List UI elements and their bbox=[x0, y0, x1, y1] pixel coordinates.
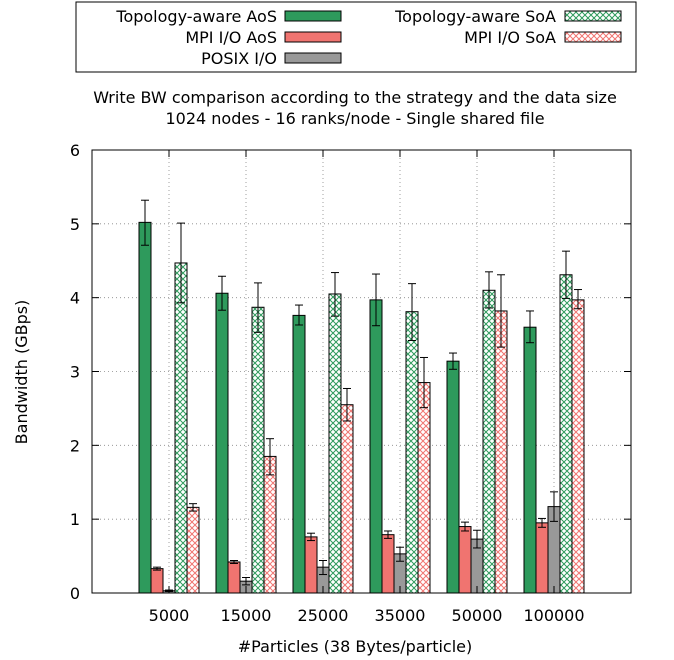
legend-label: Topology-aware AoS bbox=[115, 7, 277, 26]
bar-mpi-i-o-soa-50000 bbox=[494, 310, 508, 594]
y-tick-label: 0 bbox=[70, 584, 80, 603]
bar-topology-aware-aos-25000 bbox=[292, 314, 306, 594]
bar-topology-aware-aos-100000 bbox=[523, 326, 537, 594]
bar-topology-aware-soa-5000 bbox=[174, 262, 188, 594]
bar-mpi-i-o-soa-15000 bbox=[263, 455, 277, 594]
x-tick-label: 100000 bbox=[523, 606, 584, 625]
bar-mpi-i-o-aos-15000 bbox=[227, 561, 241, 594]
bar-mpi-i-o-aos-35000 bbox=[381, 534, 395, 594]
bar-topology-aware-soa-35000 bbox=[405, 311, 419, 594]
bar-topology-aware-aos-15000 bbox=[215, 292, 229, 594]
bar-mpi-i-o-soa-25000 bbox=[340, 404, 354, 594]
bar-mpi-i-o-aos-50000 bbox=[458, 526, 472, 594]
x-axis-label: #Particles (38 Bytes/particle) bbox=[238, 637, 473, 656]
y-tick-label: 5 bbox=[70, 215, 80, 234]
legend-swatch bbox=[284, 52, 342, 64]
error-bars bbox=[141, 199, 582, 593]
bars bbox=[138, 221, 585, 594]
x-tick-label: 25000 bbox=[298, 606, 349, 625]
legend-swatch bbox=[564, 10, 622, 22]
bar-mpi-i-o-soa-5000 bbox=[186, 506, 200, 594]
bar-mpi-i-o-aos-100000 bbox=[535, 522, 549, 594]
legend-swatch bbox=[284, 10, 342, 22]
bar-topology-aware-soa-100000 bbox=[559, 274, 573, 594]
bar-topology-aware-aos-50000 bbox=[446, 360, 460, 594]
bar-mpi-i-o-soa-35000 bbox=[417, 382, 431, 594]
legend-swatch bbox=[284, 31, 342, 43]
bar-mpi-i-o-aos-5000 bbox=[150, 568, 164, 594]
x-axis: 5000 15000 25000 35000 50000 100000 bbox=[149, 150, 585, 625]
bar-topology-aware-soa-15000 bbox=[251, 306, 265, 594]
chart-subtitle: 1024 nodes - 16 ranks/node - Single shar… bbox=[165, 109, 544, 128]
y-tick-label: 4 bbox=[70, 289, 80, 308]
bar-topology-aware-aos-5000 bbox=[138, 221, 152, 594]
legend-label: MPI I/O AoS bbox=[185, 28, 277, 47]
legend-label: Topology-aware SoA bbox=[394, 7, 556, 26]
legend-label: MPI I/O SoA bbox=[464, 28, 556, 47]
bar-topology-aware-soa-25000 bbox=[328, 293, 342, 594]
y-axis-label: Bandwidth (GBps) bbox=[12, 300, 31, 445]
y-axis: 0 1 2 3 4 5 6 bbox=[70, 141, 631, 603]
y-tick-label: 2 bbox=[70, 436, 80, 455]
legend-swatch bbox=[564, 31, 622, 43]
x-tick-label: 15000 bbox=[221, 606, 272, 625]
y-tick-label: 6 bbox=[70, 141, 80, 160]
bar-topology-aware-aos-35000 bbox=[369, 299, 383, 594]
y-tick-label: 1 bbox=[70, 510, 80, 529]
x-tick-label: 50000 bbox=[452, 606, 503, 625]
legend: Topology-aware AoS MPI I/O AoS POSIX I/O To… bbox=[75, 1, 637, 73]
bar-topology-aware-soa-50000 bbox=[482, 289, 496, 594]
x-tick-label: 35000 bbox=[375, 606, 426, 625]
legend-label: POSIX I/O bbox=[201, 49, 277, 68]
bar-mpi-i-o-soa-100000 bbox=[571, 299, 585, 594]
y-tick-label: 3 bbox=[70, 363, 80, 382]
x-tick-label: 5000 bbox=[149, 606, 190, 625]
bar-mpi-i-o-aos-25000 bbox=[304, 536, 318, 594]
chart-title: Write BW comparison according to the str… bbox=[93, 88, 617, 107]
plot-area: 0 1 2 3 4 5 6 5000 15000 25000 35000 50000 100000 bbox=[70, 141, 632, 625]
